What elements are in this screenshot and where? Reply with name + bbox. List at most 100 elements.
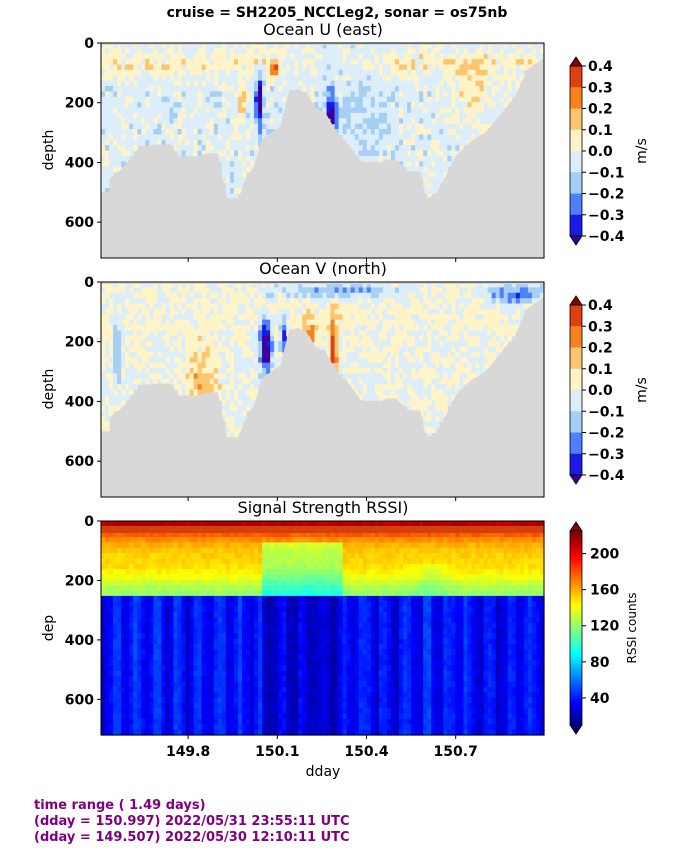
heatmap-cell — [165, 292, 171, 299]
heatmap-cell — [237, 427, 243, 434]
heatmap-cell — [423, 155, 428, 162]
heatmap-cell — [330, 314, 336, 321]
heatmap-cell — [137, 606, 142, 613]
heatmap-cell — [294, 59, 299, 66]
heatmap-cell — [274, 282, 279, 288]
heatmap-cell — [173, 107, 179, 114]
heatmap-cell — [121, 649, 126, 656]
heatmap-cell — [217, 282, 223, 288]
heatmap-cell — [435, 411, 440, 417]
heatmap-cell — [141, 129, 146, 135]
heatmap-cell — [382, 330, 388, 337]
heatmap-cell — [463, 48, 469, 55]
heatmap-cell — [419, 341, 424, 348]
heatmap-cell — [366, 384, 372, 391]
heatmap-cell — [101, 649, 106, 656]
heatmap-cell — [165, 96, 171, 103]
heatmap-cell — [153, 563, 158, 570]
heatmap-cell — [475, 346, 481, 353]
heatmap-cell — [435, 303, 440, 310]
heatmap-cell — [165, 713, 171, 720]
heatmap-cell — [121, 665, 126, 672]
heatmap-cell — [439, 59, 444, 66]
heatmap-cell — [165, 681, 171, 688]
heatmap-cell — [491, 102, 497, 109]
heatmap-cell — [121, 129, 126, 135]
heatmap-cell — [358, 325, 364, 331]
heatmap-cell — [201, 314, 207, 321]
heatmap-cell — [241, 298, 247, 305]
heatmap-cell — [419, 373, 424, 380]
heatmap-cell — [209, 341, 215, 348]
heatmap-cell — [193, 298, 199, 305]
heatmap-cell — [326, 80, 332, 87]
heatmap-cell — [310, 319, 316, 326]
heatmap-cell — [241, 145, 247, 152]
heatmap-cell — [443, 43, 448, 49]
heatmap-cell — [105, 161, 110, 168]
heatmap-cell — [113, 341, 118, 348]
heatmap-cell — [105, 80, 110, 87]
heatmap-cell — [411, 357, 416, 364]
heatmap-cell — [374, 96, 380, 103]
heatmap-cell — [169, 341, 175, 348]
heatmap-cell — [435, 59, 440, 66]
heatmap-cell — [270, 346, 275, 353]
heatmap-cell — [386, 59, 392, 66]
heatmap-cell — [145, 357, 150, 364]
heatmap-cell — [399, 53, 404, 60]
heatmap-cell — [149, 563, 154, 570]
heatmap-cell — [101, 86, 106, 92]
heatmap-cell — [491, 53, 497, 60]
heatmap-cell — [374, 112, 380, 119]
heatmap-cell — [141, 611, 146, 618]
heatmap-cell — [105, 325, 110, 331]
heatmap-cell — [185, 80, 191, 87]
heatmap-cell — [423, 416, 428, 423]
heatmap-cell — [394, 335, 400, 342]
heatmap-cell — [149, 665, 154, 672]
heatmap-cell — [403, 325, 408, 331]
heatmap-cell — [213, 96, 219, 103]
heatmap-cell — [403, 59, 408, 66]
heatmap-cell — [225, 357, 231, 364]
heatmap-cell — [149, 112, 154, 119]
heatmap-cell — [487, 351, 493, 358]
heatmap-cell — [411, 134, 416, 141]
heatmap-cell — [101, 563, 106, 570]
heatmap-cell — [346, 303, 352, 310]
heatmap-cell — [205, 303, 211, 310]
heatmap-cell — [266, 346, 271, 353]
heatmap-cell — [467, 362, 473, 369]
heatmap-cell — [245, 341, 251, 348]
heatmap-cell — [193, 91, 199, 98]
heatmap-cell — [109, 585, 114, 592]
heatmap-cell — [165, 553, 171, 560]
heatmap-cell — [225, 80, 231, 87]
heatmap-cell — [221, 357, 227, 364]
heatmap-cell — [169, 91, 175, 98]
heatmap-cell — [193, 75, 199, 82]
heatmap-cell — [262, 59, 267, 66]
heatmap-cell — [419, 292, 424, 299]
heatmap-cell — [125, 686, 130, 693]
heatmap-cell — [185, 292, 191, 299]
heatmap-cell — [245, 405, 251, 412]
heatmap-cell — [495, 282, 501, 288]
heatmap-cell — [125, 80, 130, 87]
heatmap-cell — [415, 357, 420, 364]
heatmap-cell — [241, 96, 247, 103]
heatmap-cell — [374, 150, 380, 157]
heatmap-cell — [294, 48, 299, 55]
heatmap-cell — [133, 134, 138, 141]
heatmap-cell — [451, 150, 456, 157]
heatmap-cell — [479, 335, 485, 342]
heatmap-cell — [157, 676, 163, 683]
heatmap-cell — [137, 102, 142, 109]
heatmap-cell — [125, 702, 130, 709]
heatmap-cell — [149, 579, 154, 586]
heatmap-cell — [362, 351, 368, 358]
heatmap-cell — [105, 96, 110, 103]
heatmap-cell — [483, 287, 489, 294]
heatmap-cell — [443, 362, 448, 369]
